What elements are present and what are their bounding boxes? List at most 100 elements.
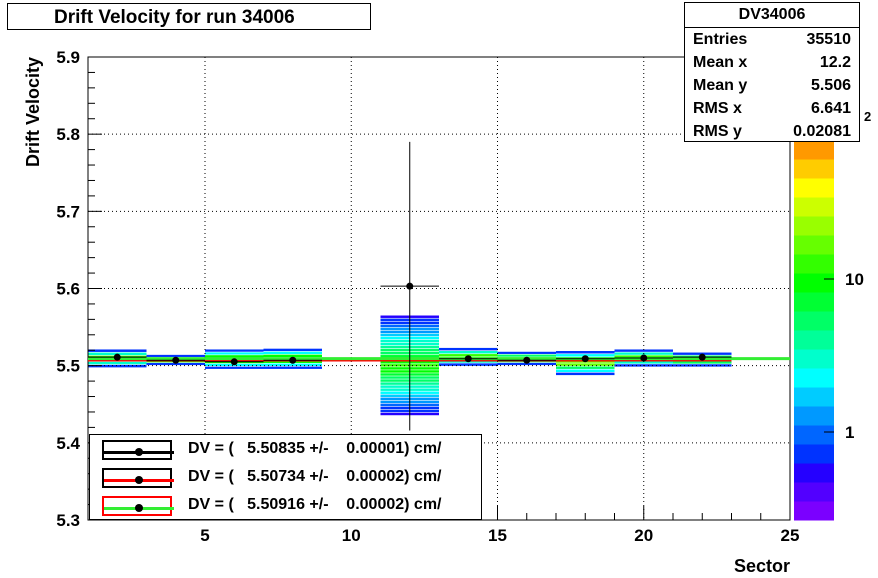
legend: DV = ( 5.50835 +/- 0.00001) cm/ DV = ( 5… [89, 434, 482, 520]
data-point [673, 353, 732, 361]
stats-label: Mean y [693, 77, 748, 94]
stats-label: RMS x [693, 100, 742, 117]
legend-label: DV = ( 5.50916 +/- 0.00002) cm/ [188, 496, 442, 513]
stats-label: Mean x [693, 54, 748, 71]
point-marker [289, 356, 297, 364]
data-point [205, 358, 264, 366]
bin-cell [556, 369, 615, 373]
stats-value: 6.641 [810, 100, 851, 117]
y-axis-label: Drift Velocity [23, 57, 43, 167]
bin-cell [614, 361, 673, 364]
bin-cell [263, 351, 322, 355]
data-point [556, 355, 615, 363]
stats-title: DV34006 [685, 3, 859, 28]
palette-cell [794, 387, 834, 407]
histogram-bin [556, 351, 615, 376]
palette-cell [794, 444, 834, 464]
palette-cell [794, 254, 834, 274]
bin-cell [146, 354, 205, 357]
data-point [380, 141, 439, 431]
y-tick-label: 5.9 [56, 48, 80, 67]
bin-cell [205, 349, 264, 352]
palette-cell [794, 216, 834, 236]
stats-value: 35510 [806, 31, 852, 48]
point-marker [406, 282, 414, 290]
z-tick-label-partial: 2 [864, 109, 871, 124]
stats-label: RMS y [693, 123, 742, 140]
bin-cell [556, 366, 615, 369]
bin-cell [205, 355, 264, 358]
x-tick-label: 20 [634, 526, 653, 545]
data-point [614, 354, 673, 362]
bin-cell [439, 347, 498, 351]
bin-cell [205, 352, 264, 355]
y-tick-label: 5.3 [56, 511, 80, 530]
stats-value: 0.02081 [793, 123, 851, 140]
bin-cell [146, 362, 205, 366]
stats-row-rms-y: RMS y 0.02081 [685, 120, 859, 143]
point-marker [581, 355, 589, 363]
y-tick-label: 5.6 [56, 280, 80, 299]
data-point [439, 355, 498, 363]
stats-value: 5.506 [810, 77, 851, 94]
x-tick-label: 25 [781, 526, 800, 545]
stats-row-mean-y: Mean y 5.506 [685, 74, 859, 97]
bin-cell [263, 354, 322, 358]
y-tick-label: 5.7 [56, 202, 80, 221]
palette-cell [794, 501, 834, 521]
legend-swatch [102, 496, 174, 516]
x-tick-label: 15 [488, 526, 507, 545]
stats-row-rms-x: RMS x 6.641 [685, 97, 859, 120]
chart-title: Drift Velocity for run 34006 [7, 3, 371, 30]
palette-cell [794, 273, 834, 293]
palette-cell [794, 292, 834, 312]
bin-cell [673, 361, 732, 364]
stats-label: Entries [693, 31, 748, 48]
palette-cell [794, 349, 834, 369]
stats-box: DV34006 Entries 35510 Mean x 12.2 Mean y… [684, 2, 860, 142]
legend-label: DV = ( 5.50734 +/- 0.00002) cm/ [188, 468, 442, 485]
bin-cell [556, 351, 615, 354]
palette-cell [794, 406, 834, 426]
z-tick-label: 1 [845, 423, 854, 442]
color-palette: 1 10 2 [794, 109, 871, 521]
stats-row-entries: Entries 35510 [685, 28, 859, 51]
legend-entry-red: DV = ( 5.50734 +/- 0.00002) cm/ [90, 465, 481, 491]
point-marker [230, 358, 238, 366]
z-tick-label: 10 [845, 270, 864, 289]
profile-points [88, 141, 732, 431]
bin-cell [263, 363, 322, 366]
palette-cell [794, 330, 834, 350]
stats-row-mean-x: Mean x 12.2 [685, 51, 859, 74]
legend-label: DV = ( 5.50835 +/- 0.00001) cm/ [188, 440, 442, 457]
palette-cell [794, 140, 834, 160]
x-tick-label: 10 [342, 526, 361, 545]
palette-cell [794, 425, 834, 445]
point-marker [113, 353, 121, 361]
palette-cell [794, 482, 834, 502]
point-marker [640, 354, 648, 362]
data-point [497, 356, 556, 364]
legend-entry-black: DV = ( 5.50835 +/- 0.00001) cm/ [90, 437, 481, 463]
palette-cell [794, 311, 834, 331]
x-tick-label: 5 [200, 526, 209, 545]
bin-cell [439, 363, 498, 366]
stats-value: 12.2 [819, 54, 851, 71]
legend-swatch [102, 468, 174, 488]
bin-cell [497, 362, 556, 366]
bin-cell [556, 372, 615, 376]
legend-swatch [102, 440, 174, 460]
palette-cell [794, 235, 834, 255]
bin-cell [497, 351, 556, 354]
bin-cell [263, 366, 322, 369]
y-tick-label: 5.4 [56, 434, 80, 453]
data-point [88, 353, 147, 361]
x-axis-label: Sector [734, 556, 790, 576]
bin-cell [88, 349, 147, 352]
y-tick-label: 5.5 [56, 357, 80, 376]
data-point [146, 356, 205, 364]
y-tick-label: 5.8 [56, 125, 80, 144]
point-marker [523, 356, 531, 364]
bin-cell [556, 363, 615, 366]
